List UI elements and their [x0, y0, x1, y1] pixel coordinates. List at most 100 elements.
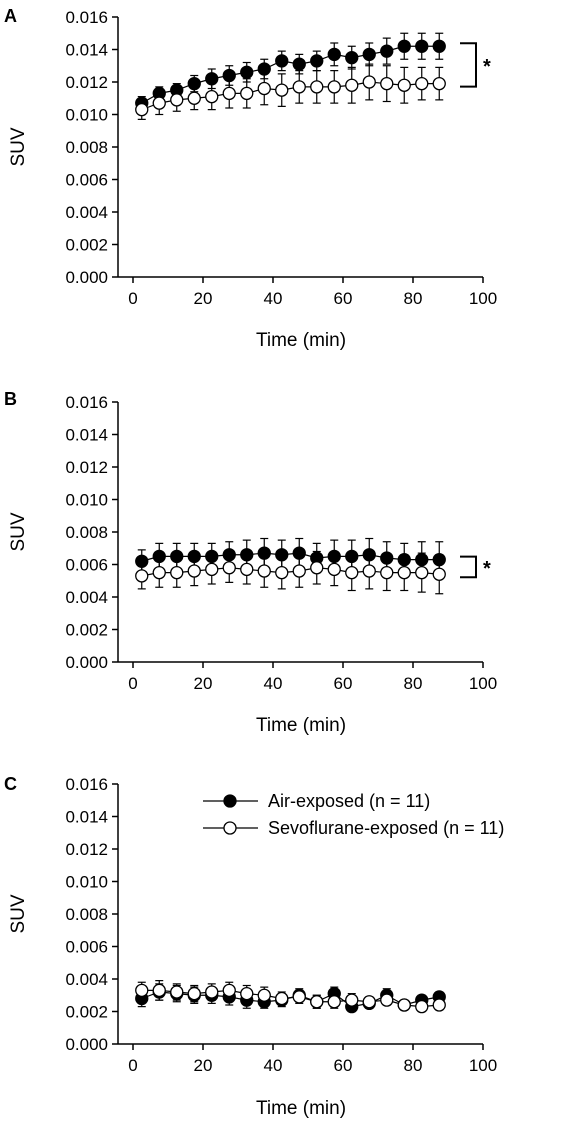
data-point [432, 567, 446, 581]
y-tick-label: 0.006 [65, 938, 108, 957]
data-point [397, 998, 411, 1012]
data-point [205, 562, 219, 577]
legend-label: Air-exposed (n = 11) [268, 791, 430, 811]
legend-marker [223, 821, 237, 835]
data-point [345, 565, 359, 580]
x-tick-label: 0 [128, 674, 137, 693]
y-tick-label: 0.008 [65, 523, 108, 542]
data-point [380, 76, 394, 91]
data-point [257, 81, 271, 96]
y-tick-label: 0.012 [65, 458, 108, 477]
x-tick-label: 100 [469, 674, 497, 693]
data-point [310, 995, 324, 1009]
y-tick-label: 0.000 [65, 1035, 108, 1054]
x-tick-label: 80 [404, 674, 423, 693]
series-sevoflurane-exposed [135, 980, 446, 1014]
data-point [292, 80, 306, 94]
y-tick-label: 0.014 [65, 808, 108, 827]
panel-label: A [4, 6, 17, 26]
y-axis-title: SUV [8, 512, 29, 551]
data-point [362, 995, 376, 1009]
data-point [292, 564, 306, 578]
x-axis-title: Time (min) [256, 330, 346, 351]
data-point [380, 565, 394, 580]
y-tick-label: 0.002 [65, 621, 108, 640]
data-point [152, 96, 166, 110]
data-point [257, 988, 271, 1002]
data-point [397, 78, 411, 92]
data-point [310, 561, 324, 575]
y-tick-label: 0.010 [65, 106, 108, 125]
data-point [187, 91, 201, 105]
x-tick-label: 20 [194, 1056, 213, 1075]
y-tick-label: 0.016 [65, 8, 108, 27]
legend: Air-exposed (n = 11) Sevoflurane-exposed … [203, 791, 504, 838]
data-point [327, 47, 341, 62]
y-tick-label: 0.002 [65, 1003, 108, 1022]
data-point [415, 39, 429, 53]
data-point [380, 993, 394, 1007]
series-sevoflurane-exposed [135, 550, 446, 595]
x-tick-label: 60 [334, 674, 353, 693]
data-point [345, 50, 359, 65]
y-tick-label: 0.002 [65, 236, 108, 255]
data-point [432, 76, 446, 91]
data-point [362, 47, 376, 62]
significance-marker: * [483, 56, 491, 78]
data-point [345, 993, 359, 1007]
series-line [141, 567, 440, 577]
x-axis-title: Time (min) [256, 1098, 346, 1119]
y-tick-label: 0.014 [65, 41, 108, 60]
x-tick-label: 60 [334, 1056, 353, 1075]
data-point [327, 80, 341, 94]
data-point [240, 86, 254, 101]
panel-label: C [4, 774, 17, 794]
data-point [292, 990, 306, 1004]
y-tick-label: 0.008 [65, 138, 108, 157]
y-tick-label: 0.012 [65, 840, 108, 859]
data-point [275, 54, 289, 68]
data-point [345, 78, 359, 92]
series-line [141, 45, 440, 104]
data-point [292, 57, 306, 71]
data-point [310, 80, 324, 94]
data-point [327, 995, 341, 1009]
y-tick-label: 0.010 [65, 873, 108, 892]
data-point [135, 569, 149, 583]
series-line [141, 552, 440, 562]
data-point [222, 561, 236, 575]
data-point [415, 76, 429, 91]
data-point [170, 93, 184, 107]
x-tick-label: 20 [194, 674, 213, 693]
legend-label: Sevoflurane-exposed (n = 11) [268, 818, 504, 838]
significance-bracket [460, 42, 477, 88]
significance-bracket [460, 555, 477, 579]
data-point [240, 562, 254, 577]
data-point [240, 65, 254, 79]
data-point [152, 983, 166, 998]
data-point [205, 985, 219, 999]
y-tick-label: 0.016 [65, 775, 108, 794]
data-point [275, 991, 289, 1006]
x-tick-label: 80 [404, 1056, 423, 1075]
chart-panel-b: B 0.000 0.002 0.004 0.006 0.008 0.010 0.012 0.01… [4, 389, 497, 736]
data-point [397, 565, 411, 580]
y-tick-label: 0.006 [65, 171, 108, 190]
significance-marker: * [483, 558, 491, 580]
series-air-exposed [135, 32, 446, 111]
data-point [397, 39, 411, 53]
series-sevoflurane-exposed [135, 63, 446, 120]
data-point [362, 75, 376, 89]
series-line [141, 989, 440, 1008]
x-tick-label: 100 [469, 289, 497, 308]
x-tick-label: 20 [194, 289, 213, 308]
y-tick-label: 0.006 [65, 556, 108, 575]
y-tick-label: 0.014 [65, 426, 108, 445]
x-tick-label: 40 [264, 1056, 283, 1075]
data-point [135, 983, 149, 998]
y-tick-label: 0.004 [65, 203, 108, 222]
data-point [205, 72, 219, 86]
data-point [432, 998, 446, 1012]
x-tick-label: 80 [404, 289, 423, 308]
data-point [275, 83, 289, 97]
